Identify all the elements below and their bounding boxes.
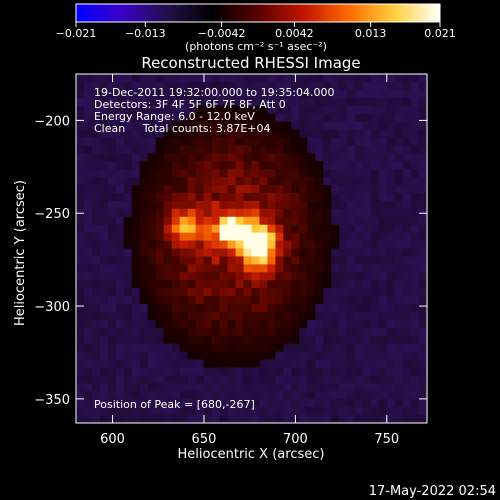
colorbar-tick-label: −0.013 <box>125 27 166 40</box>
info-annotations: 19-Dec-2011 19:32:00.000 to 19:35:04.000… <box>94 86 335 135</box>
colorbar-tick-label: −0.021 <box>56 27 97 40</box>
peak-position-label: Position of Peak = [680,-267] <box>94 398 255 411</box>
colorbar-tick-label: −0.0042 <box>198 27 246 40</box>
y-tick-label: −200 <box>34 114 70 129</box>
y-tick-label: −300 <box>34 300 70 315</box>
chart-title: Reconstructed RHESSI Image <box>141 54 360 72</box>
colorbar <box>75 3 441 23</box>
colorbar-tick-label: 0.013 <box>355 27 387 40</box>
x-tick-label: 700 <box>283 432 308 447</box>
colorbar-unit-label: (photons cm⁻² s⁻¹ asec⁻²) <box>185 40 327 53</box>
colorbar-ticks: −0.021 −0.013 −0.0042 0.0042 0.013 0.021 <box>56 22 456 40</box>
heatmap-image <box>76 74 427 423</box>
colorbar-tick-label: 0.0042 <box>275 27 314 40</box>
annotation-energy-range: Energy Range: 6.0 - 12.0 keV <box>94 110 255 123</box>
y-tick-label: −350 <box>34 393 70 408</box>
x-tick-label: 650 <box>192 432 217 447</box>
annotation-detectors: Detectors: 3F 4F 5F 6F 7F 8F, Att 0 <box>94 98 286 111</box>
plot-frame <box>75 73 428 424</box>
axis-ticks: 600 650 700 750 −200 −250 −300 −350 <box>34 74 427 447</box>
x-axis-label: Heliocentric X (arcsec) <box>178 447 325 462</box>
y-tick-label: −250 <box>34 207 70 222</box>
x-tick-label: 750 <box>374 432 399 447</box>
annotation-clean-counts: Clean Total counts: 3.87E+04 <box>94 122 271 135</box>
x-tick-label: 600 <box>100 432 125 447</box>
footer-timestamp: 17-May-2022 02:54 <box>369 484 496 499</box>
colorbar-tick-label: 0.021 <box>424 27 456 40</box>
y-axis-label: Heliocentric Y (arcsec) <box>13 180 28 326</box>
annotation-time-range: 19-Dec-2011 19:32:00.000 to 19:35:04.000 <box>94 86 335 99</box>
